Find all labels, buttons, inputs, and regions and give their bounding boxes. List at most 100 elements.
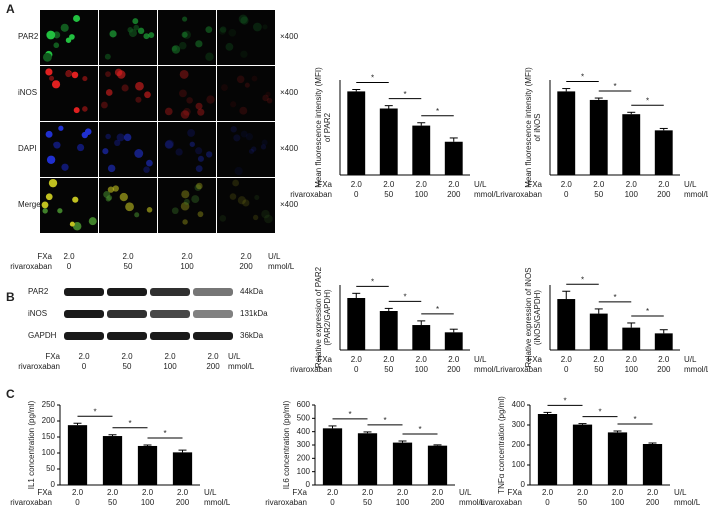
cell	[236, 75, 245, 84]
cell	[72, 196, 79, 203]
microscopy: PAR2 ×400 iNOS ×400 DAPI ×400 Merge ×400	[18, 10, 299, 233]
band	[107, 288, 147, 296]
sig-label: *	[581, 73, 584, 82]
cell	[45, 68, 53, 76]
cell	[197, 108, 205, 116]
bar	[642, 444, 663, 485]
cell	[101, 101, 108, 109]
micro-tile	[158, 178, 216, 233]
cell	[252, 22, 262, 32]
riva-value: 0	[75, 498, 80, 507]
riva-value: 100	[141, 498, 155, 507]
riva-label: rivaroxaban	[480, 498, 522, 507]
bar	[444, 332, 463, 350]
cell	[228, 28, 237, 37]
cell	[132, 18, 139, 25]
cell	[104, 53, 111, 60]
cell	[133, 24, 140, 31]
bar	[622, 327, 641, 350]
fxa-unit: U/L	[674, 488, 687, 497]
cell	[178, 41, 187, 50]
fxa-unit: U/L	[459, 488, 472, 497]
cell	[266, 97, 273, 104]
riva-value: 100	[625, 365, 639, 374]
y-axis-label: Relative expression of PAR2	[314, 266, 323, 368]
cell	[73, 107, 80, 114]
sig-label: *	[348, 410, 351, 419]
fxa-unit: U/L	[204, 488, 217, 497]
riva-value: 100	[611, 498, 625, 507]
riva-unit: mmol/L	[684, 190, 708, 199]
cell	[105, 71, 111, 77]
cell	[107, 164, 116, 173]
cell	[264, 214, 273, 224]
row-label: iNOS	[18, 88, 37, 97]
bar	[589, 99, 608, 175]
cell	[53, 31, 61, 39]
cell	[69, 221, 75, 227]
cell	[245, 133, 254, 141]
cell	[76, 143, 85, 152]
riva-value: 50	[363, 498, 372, 507]
blot-size: 36kDa	[240, 331, 264, 340]
band	[150, 288, 190, 296]
cell	[102, 148, 109, 155]
cell	[65, 70, 72, 78]
fxa-value: 2.0	[626, 355, 638, 364]
y-tick-label: 100	[42, 448, 56, 457]
riva-unit: mmol/L	[674, 498, 701, 507]
bar	[379, 311, 398, 350]
riva-value: 200	[447, 365, 461, 374]
cell	[146, 207, 153, 213]
riva-value: 50	[108, 498, 117, 507]
fxa-value: 2.0	[658, 180, 670, 189]
y-tick-label: 200	[297, 453, 311, 462]
sig-label: *	[436, 305, 439, 314]
fxa-value: 2.0	[647, 488, 659, 497]
cell	[71, 71, 79, 79]
cell	[114, 68, 123, 77]
magnification: ×400	[280, 200, 299, 209]
cell	[134, 212, 140, 218]
cell	[251, 146, 257, 152]
riva-value: 50	[124, 262, 133, 271]
cell	[232, 179, 240, 187]
fxa-value: 2.0	[164, 352, 176, 361]
fxa-value: 2.0	[207, 352, 219, 361]
riva-label: rivaroxaban	[10, 498, 52, 507]
cell	[191, 195, 200, 204]
row-label: DAPI	[18, 144, 37, 153]
panel-label: A	[6, 2, 15, 16]
cell	[219, 26, 227, 33]
y-axis-label: Relative expression of iNOS	[524, 267, 533, 367]
cell	[105, 133, 111, 140]
sig-label: *	[371, 277, 374, 286]
y-axis-label: Mean fluorescence intensity (MFI)	[524, 67, 533, 188]
y-axis-label: IL1 concentration (pg/ml)	[27, 400, 36, 489]
cell	[135, 96, 142, 103]
cell	[137, 27, 145, 35]
cell	[240, 50, 248, 58]
sig-label: *	[383, 416, 386, 425]
cell	[252, 214, 259, 221]
fxa-unit: U/L	[474, 355, 487, 364]
sig-label: *	[613, 82, 616, 91]
band	[193, 310, 233, 318]
riva-value: 50	[123, 362, 132, 371]
sig-label: *	[633, 415, 636, 424]
riva-label: rivaroxaban	[10, 262, 52, 271]
cell	[148, 32, 155, 39]
cell	[84, 128, 92, 136]
cell	[194, 184, 202, 192]
riva-value: 0	[564, 190, 569, 199]
riva-value: 0	[67, 262, 72, 271]
cell	[106, 195, 113, 201]
cell	[262, 24, 268, 30]
riva-value: 50	[578, 498, 587, 507]
fxa-value: 2.0	[351, 180, 363, 189]
sig-label: *	[581, 275, 584, 284]
riva-value: 200	[657, 365, 671, 374]
fxa-value: 2.0	[626, 180, 638, 189]
cell	[248, 148, 255, 154]
cell	[240, 130, 248, 138]
